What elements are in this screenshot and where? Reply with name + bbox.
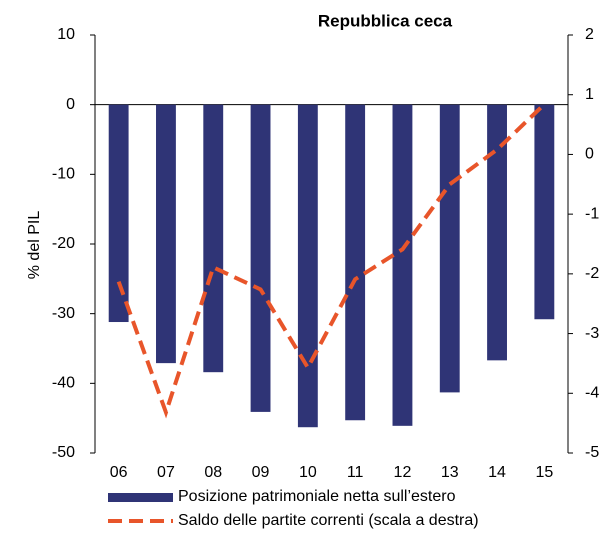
bar <box>156 104 176 364</box>
bar <box>108 104 129 323</box>
bar <box>250 104 271 412</box>
y2-tick-label: -3 <box>585 325 599 342</box>
y-tick-label: -10 <box>52 166 75 183</box>
legend-label: Saldo delle partite correnti (scala a de… <box>178 512 479 529</box>
y2-tick-label: 1 <box>585 86 594 103</box>
y2-tick-label: -2 <box>585 265 599 282</box>
x-tick-label: 07 <box>157 464 175 481</box>
y2-tick-label: 0 <box>585 146 594 163</box>
x-tick-label: 10 <box>299 464 317 481</box>
y-tick-label: 0 <box>66 96 75 113</box>
x-tick-label: 06 <box>110 464 128 481</box>
legend-swatch <box>108 493 173 502</box>
x-tick-label: 09 <box>252 464 270 481</box>
y-tick-label: -50 <box>52 444 75 461</box>
line <box>116 102 546 419</box>
y-tick-label: -20 <box>52 235 75 252</box>
y-tick-label: -30 <box>52 305 75 322</box>
bar <box>392 104 413 426</box>
y2-tick-label: -5 <box>585 444 599 461</box>
bar <box>534 104 555 320</box>
bar <box>297 104 318 428</box>
x-tick-label: 11 <box>347 464 364 481</box>
y-tick-label: 10 <box>57 26 75 43</box>
y2-tick-label: -1 <box>585 205 599 222</box>
x-tick-label: 15 <box>535 464 553 481</box>
chart-title: Repubblica ceca <box>318 11 453 30</box>
x-tick-label: 13 <box>441 464 459 481</box>
y-tick-label: -40 <box>52 375 75 392</box>
y2-tick-label: 2 <box>585 26 594 43</box>
bar <box>203 104 224 373</box>
bar <box>487 104 507 361</box>
legend-label: Posizione patrimoniale netta sull’estero <box>178 488 456 505</box>
bar <box>345 104 366 421</box>
bar <box>439 104 460 393</box>
x-tick-label: 14 <box>488 464 506 481</box>
y2-tick-label: -4 <box>585 385 599 402</box>
y-axis-label: % del PIL <box>26 211 43 280</box>
x-tick-label: 12 <box>394 464 412 481</box>
x-tick-label: 08 <box>204 464 222 481</box>
